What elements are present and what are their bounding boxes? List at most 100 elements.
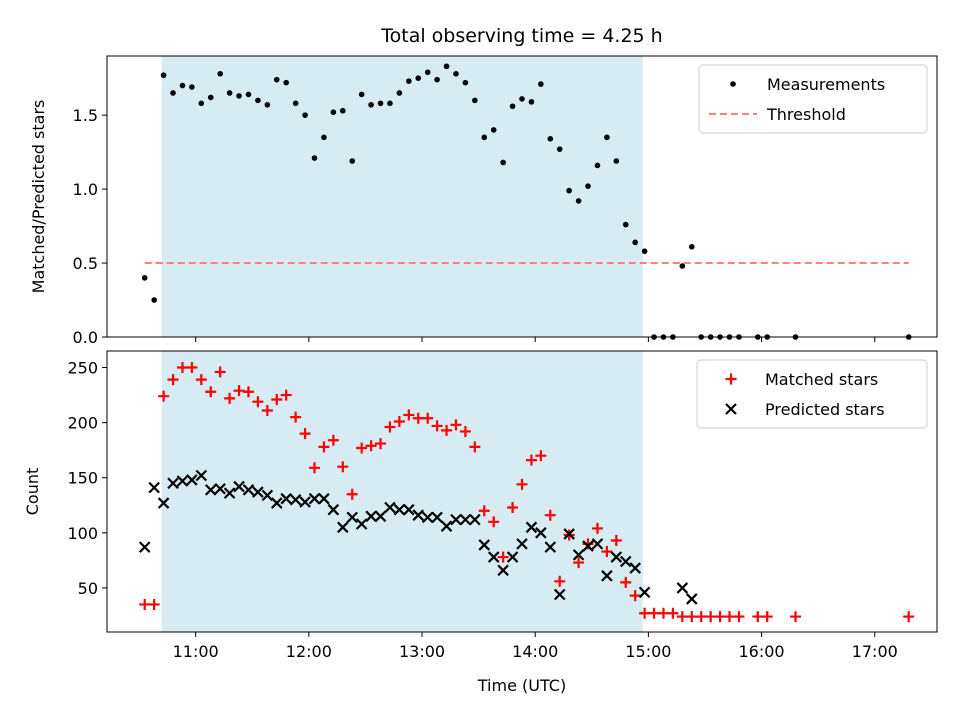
measurement-point	[396, 90, 403, 96]
measurement-point	[575, 198, 582, 204]
matched-star-point	[676, 611, 688, 623]
matched-star-point	[384, 421, 396, 433]
matched-star-point	[346, 488, 358, 500]
legend-label: Predicted stars	[765, 400, 885, 419]
x-axis-label: Time (UTC)	[477, 676, 566, 695]
predicted-star-point	[497, 564, 509, 577]
matched-star-point	[309, 462, 320, 474]
matched-star-point	[214, 366, 226, 378]
matched-star-point	[761, 611, 773, 623]
matched-star-point	[158, 390, 170, 402]
count-points-group	[138, 362, 915, 623]
matched-star-point	[497, 551, 509, 563]
predicted-star-point	[553, 588, 566, 601]
measurement-point	[556, 146, 563, 152]
matched-star-point	[375, 438, 387, 450]
measurement-point	[217, 70, 223, 77]
measurement-point	[547, 136, 554, 142]
x-tick-label: 16:00	[739, 642, 785, 661]
measurement-point	[594, 162, 601, 169]
y-tick-label: 1.5	[73, 106, 98, 125]
predicted-star-point	[403, 503, 415, 516]
matched-star-point	[327, 434, 339, 446]
predicted-star-point	[421, 511, 434, 524]
matched-star-point	[695, 611, 707, 623]
matched-star-point	[657, 607, 669, 619]
measurement-point	[302, 112, 308, 118]
measurement-point	[490, 127, 497, 133]
measurement-point	[170, 90, 176, 96]
measurement-point	[141, 275, 148, 281]
predicted-star-point	[374, 510, 387, 523]
measurement-point	[349, 158, 356, 164]
y-tick-label: 250	[67, 359, 98, 378]
predicted-star-point	[487, 551, 500, 563]
matched-star-point	[573, 557, 585, 569]
y-tick-label: 150	[67, 469, 98, 488]
measurement-point	[406, 78, 412, 84]
x-tick-label: 15:00	[625, 642, 671, 661]
predicted-star-point	[138, 541, 151, 553]
predicted-star-point	[393, 503, 406, 516]
predicted-star-point	[431, 511, 443, 524]
measurement-point	[236, 93, 242, 99]
matched-star-point	[488, 516, 500, 528]
predicted-star-point	[252, 486, 264, 498]
legend-box	[698, 64, 928, 134]
count-legend: Matched stars Predicted stars	[696, 359, 928, 429]
predicted-star-point	[214, 482, 226, 495]
matched-star-point	[261, 405, 273, 417]
matched-star-point	[195, 374, 207, 386]
predicted-star-point	[233, 480, 245, 493]
measurement-point	[641, 248, 648, 255]
predicted-star-point	[572, 549, 585, 561]
x-tick-label: 17:00	[852, 642, 898, 661]
y-tick-label: 200	[67, 414, 98, 433]
matched-star-point	[507, 501, 519, 513]
measurement-point	[368, 102, 374, 108]
y-tick-label: 1.0	[73, 180, 98, 199]
matched-star-point	[601, 546, 613, 558]
matched-star-point	[205, 386, 217, 398]
matched-star-point	[648, 607, 660, 619]
predicted-star-point	[563, 528, 575, 540]
measurement-point	[160, 72, 167, 79]
measurement-point	[189, 84, 195, 90]
ratio-panel: 0.0 0.5 1.0 1.5 Total observing time = 4.25…	[29, 25, 938, 347]
matched-star-point	[176, 362, 188, 374]
matched-star-point	[667, 607, 679, 619]
measurement-point	[424, 69, 431, 76]
legend-box	[696, 359, 928, 429]
ratio-y-ticks: 0.0 0.5 1.0 1.5	[73, 106, 107, 347]
matched-star-point	[459, 425, 471, 437]
ratio-x-ticks	[195, 337, 876, 342]
measurement-point	[528, 99, 535, 105]
x-tick-label: 14:00	[512, 642, 558, 661]
predicted-star-point	[629, 562, 641, 574]
x-tick-label: 12:00	[286, 642, 332, 661]
matched-star-point	[752, 611, 764, 623]
matched-star-point	[148, 598, 160, 610]
measurement-point	[264, 102, 271, 108]
measurement-point	[500, 159, 506, 166]
legend-matched-swatch	[725, 373, 737, 385]
measurement-point	[311, 155, 318, 161]
ratio-y-axis-label: Matched/Predicted stars	[29, 100, 48, 294]
matched-star-point	[469, 441, 481, 453]
predicted-star-point	[544, 541, 557, 553]
measurement-point	[415, 75, 422, 81]
matched-star-point	[431, 420, 443, 432]
measurement-point	[179, 82, 186, 89]
matched-star-point	[629, 590, 641, 602]
predicted-star-point	[167, 477, 179, 490]
measurement-point	[321, 134, 327, 141]
matched-star-point	[525, 454, 537, 466]
measurement-point	[198, 100, 205, 107]
predicted-star-point	[384, 501, 396, 514]
predicted-star-point	[176, 475, 189, 487]
matched-star-point	[903, 611, 915, 623]
measurement-point	[481, 134, 488, 141]
matched-star-point	[544, 509, 556, 521]
predicted-star-point	[516, 538, 528, 550]
